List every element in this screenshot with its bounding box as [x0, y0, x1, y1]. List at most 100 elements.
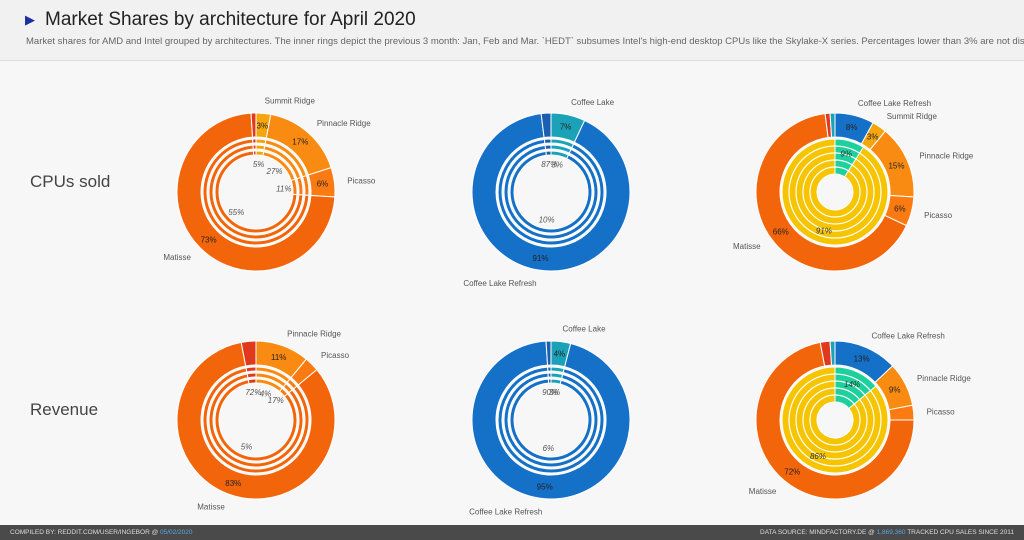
ring-divider: [788, 373, 882, 467]
outer-slice-coffee-lake-refresh: [471, 113, 631, 272]
prev-ring-other: [547, 372, 552, 378]
ring-divider: [809, 394, 861, 446]
outer-data-label: 9%: [889, 386, 901, 395]
footer-date: 05/02/2020: [159, 529, 193, 536]
outer-data-label: 73%: [201, 235, 217, 244]
prev-ring-threadripper: [252, 150, 257, 156]
outer-slice-matisse: [176, 341, 336, 500]
outer-slice-coffee-lake: [829, 340, 836, 366]
slice-name-label: Coffee Lake Refresh: [469, 508, 542, 517]
prev-ring-coffee-lake: [550, 372, 564, 379]
slice-name-label: Coffee Lake: [571, 98, 615, 107]
outer-data-label: 6%: [317, 180, 329, 189]
prev-ring-picasso: [296, 176, 304, 196]
ring-divider: [802, 387, 868, 453]
donut-total-revenue: 14% 86% 13% Coffee Lake Refresh 9% Pinnacle R…: [749, 332, 971, 500]
outer-data-label: 3%: [257, 121, 269, 130]
slice-name-label: Picasso: [347, 176, 376, 185]
inner-data-label: 9%: [840, 150, 852, 159]
slice-name-label: Coffee Lake Refresh: [858, 99, 931, 108]
ring-divider: [795, 152, 875, 232]
inner-data-label: 5%: [241, 442, 253, 451]
donut-amd-cpus: 5%27% 11% 55% 3% Summit Ridge 17% Pinnacle Rid…: [163, 96, 376, 272]
outer-data-label: 6%: [894, 205, 906, 214]
outer-slice-other: [540, 112, 552, 138]
prev-ring-summit-ridge: [255, 144, 266, 151]
prev-ring-coffee-lake: [550, 378, 562, 385]
outer-data-label: 72%: [784, 468, 800, 477]
outer-slice-matisse: [755, 341, 915, 500]
outer-data-label: 83%: [225, 479, 241, 488]
outer-data-label: 95%: [537, 483, 553, 492]
slice-name-label: Summit Ridge: [265, 96, 316, 105]
slice-name-label: Coffee Lake: [563, 325, 607, 334]
inner-data-label: 5%: [253, 160, 265, 169]
outer-data-label: 91%: [533, 254, 549, 263]
inner-data-label: 4%: [260, 390, 272, 399]
donut-intel-revenue: 3% 6% 90% 4% Coffee Lake 95% Coffee Lake Refre…: [469, 325, 631, 517]
slice-name-label: Matisse: [197, 503, 225, 512]
footer-source: DATA SOURCE: MINDFACTORY.DE @: [760, 529, 877, 536]
prev-ring-picasso: [301, 174, 310, 196]
footer-right: DATA SOURCE: MINDFACTORY.DE @ 1,869,360 …: [760, 529, 1014, 536]
inner-data-label: 55%: [228, 208, 244, 217]
donut-amd-revenue: 4%17% 5% 72% 11% Pinnacle Ridge Picasso 83% Mat…: [176, 329, 350, 512]
prev-ring-summit-ridge: [255, 138, 267, 145]
slice-name-label: Pinnacle Ridge: [919, 151, 973, 160]
prev-ring-other: [544, 144, 552, 150]
outer-data-label: 66%: [773, 227, 789, 236]
inner-data-label: 91%: [816, 226, 832, 235]
donut-total-cpus: 9% 91% 8% Coffee Lake Refresh 3% Summit Ridge…: [733, 99, 974, 272]
footer-since: TRACKED CPU SALES SINCE 2011: [907, 529, 1014, 536]
prev-ring-picasso: [290, 178, 298, 196]
prev-ring-coffee-lake: [550, 366, 565, 374]
slice-name-label: Matisse: [163, 253, 191, 262]
inner-data-label: 17%: [268, 396, 284, 405]
footer-count: 1,869,360: [876, 529, 906, 536]
footer-credit: COMPILED BY: REDDIT.COM/USER/INGEBOR @: [10, 529, 160, 536]
inner-data-label: 87%: [541, 160, 557, 169]
page-title: Market Shares by architecture for April …: [45, 9, 416, 30]
outer-slice-matisse: [755, 113, 908, 272]
prev-ring-other: [543, 138, 552, 144]
prev-ring-threadripper: [246, 372, 257, 379]
ring-divider: [795, 380, 875, 460]
ring-divider: [788, 145, 882, 239]
prev-ring-threadripper: [252, 144, 257, 150]
slice-name-label: Coffee Lake Refresh: [463, 279, 536, 288]
ring-divider: [809, 166, 861, 218]
inner-data-label: 11%: [276, 184, 291, 193]
row-label-cpus: CPUs sold: [30, 172, 111, 191]
slice-name-label: Pinnacle Ridge: [317, 119, 371, 128]
title-wrap: ▶ Market Shares by architecture for Apri…: [25, 9, 416, 31]
footer: COMPILED BY: REDDIT.COM/USER/INGEBOR @ 0…: [0, 525, 1024, 540]
outer-data-label: 11%: [271, 353, 286, 362]
outer-data-label: 13%: [854, 355, 870, 364]
outer-data-label: 3%: [867, 133, 879, 142]
footer-left: COMPILED BY: REDDIT.COM/USER/INGEBOR @ 0…: [10, 529, 193, 536]
outer-slice-other: [545, 340, 552, 366]
inner-data-label: 14%: [844, 380, 860, 389]
outer-slice-threadripper: [250, 112, 257, 138]
inner-data-label: 6%: [543, 444, 555, 453]
inner-slice-amd: [781, 138, 889, 246]
donut-intel-cpus: 3% 10% 87% 7% Coffee Lake 91% Coffee Lake Refr…: [463, 98, 631, 288]
inner-data-label: 27%: [266, 167, 283, 176]
slice-name-label: Picasso: [321, 351, 350, 360]
slice-name-label: Coffee Lake Refresh: [872, 332, 945, 341]
outer-slice-coffee-lake: [829, 112, 836, 138]
inner-slice-amd: [781, 366, 889, 474]
prev-ring-threadripper: [245, 366, 257, 373]
outer-data-label: 4%: [554, 350, 566, 359]
outer-slice-coffee-lake-refresh: [471, 340, 631, 500]
inner-data-label: 90%: [542, 388, 558, 397]
inner-data-label: 72%: [245, 388, 261, 397]
slice-name-label: Pinnacle Ridge: [287, 329, 341, 338]
slice-name-label: Pinnacle Ridge: [917, 374, 971, 383]
inner-data-label: 10%: [539, 216, 555, 225]
slice-name-label: Summit Ridge: [887, 112, 938, 121]
prev-ring-other: [547, 366, 552, 372]
prev-ring-threadripper: [247, 378, 257, 385]
row-label-revenue: Revenue: [30, 400, 99, 419]
